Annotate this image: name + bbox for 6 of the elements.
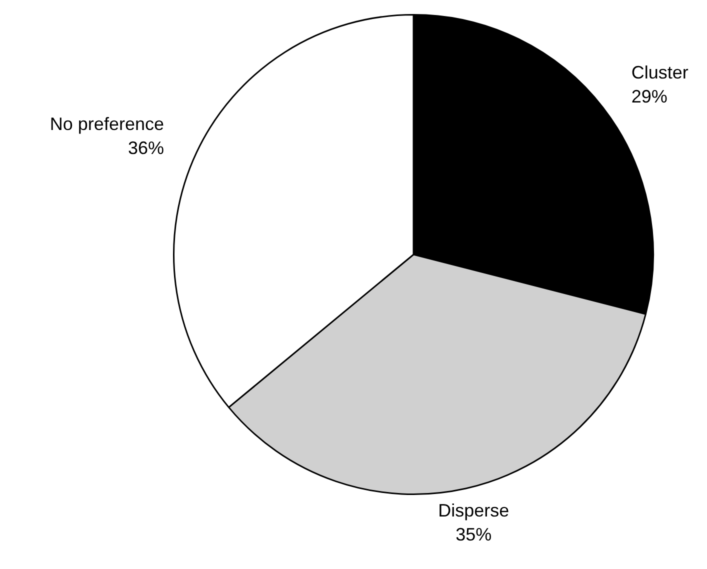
- slice-label: Disperse: [438, 500, 510, 521]
- data-label: 36%: [128, 138, 164, 158]
- slice-label: No preference: [50, 114, 164, 134]
- data-label: 35%: [456, 524, 492, 545]
- data-label: 29%: [631, 86, 668, 106]
- slice-label: Cluster: [631, 62, 688, 82]
